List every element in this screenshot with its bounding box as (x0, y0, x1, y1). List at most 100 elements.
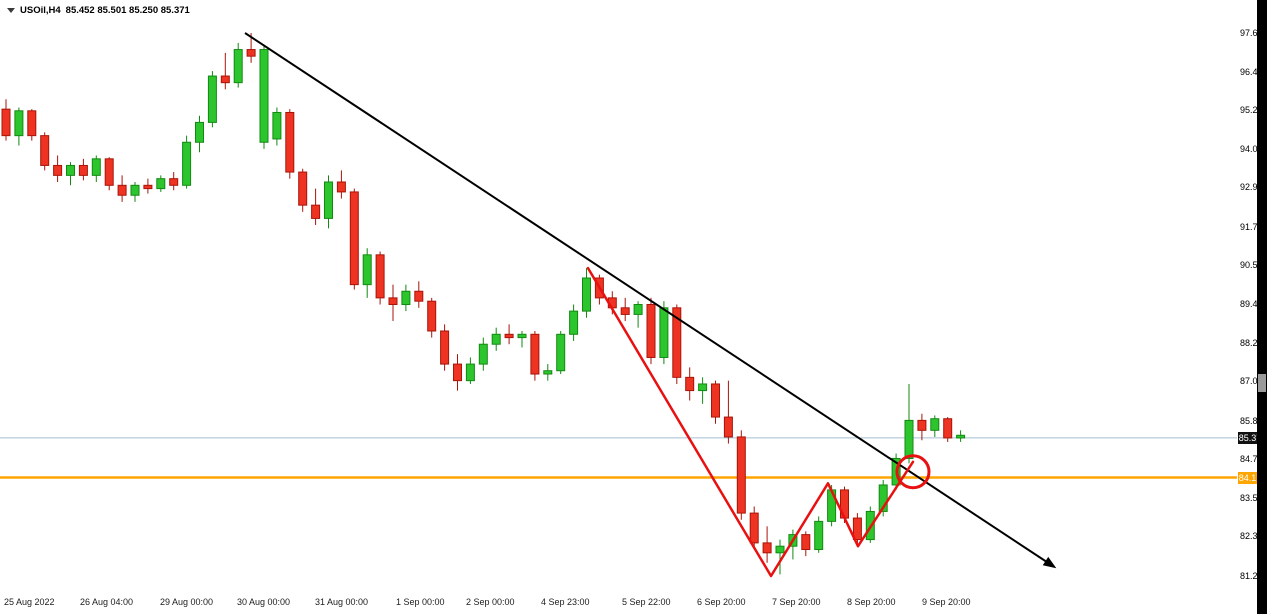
time-tick-label: 6 Sep 20:00 (697, 597, 746, 607)
candle-body (414, 290, 424, 302)
candle-body (659, 307, 669, 358)
candle-body (491, 333, 501, 345)
price-tick-label: 82.380 (1240, 531, 1267, 542)
candle-body (40, 135, 50, 166)
time-tick-label: 31 Aug 00:00 (315, 597, 369, 607)
candle-body (517, 333, 527, 339)
candle-body (943, 418, 953, 439)
time-tick-label: 25 Aug 2022 (4, 597, 55, 607)
candle-body (285, 111, 295, 173)
price-tick-label: 85.880 (1240, 415, 1267, 426)
candle-body (749, 512, 759, 544)
candle-body (324, 181, 333, 219)
candle-body (852, 517, 862, 541)
time-tick-label: 5 Sep 22:00 (622, 597, 671, 607)
price-tick-label: 88.220 (1240, 338, 1267, 349)
trendline (244, 32, 1049, 564)
candle-body (736, 436, 746, 514)
candle-body (440, 330, 450, 365)
candle-body (814, 520, 824, 551)
candle-body (453, 363, 462, 382)
price-tick-label: 83.540 (1240, 493, 1267, 504)
candle-body (582, 277, 591, 312)
candle-body (530, 333, 540, 375)
ohlc-values-label: 85.452 85.501 85.250 85.371 (65, 5, 190, 16)
price-tick-label: 87.060 (1240, 376, 1267, 387)
time-tick-label: 8 Sep 20:00 (847, 597, 896, 607)
time-tick-label: 30 Aug 00:00 (237, 597, 291, 607)
candle-body (375, 254, 385, 299)
price-tick-label: 95.260 (1240, 104, 1267, 115)
candle-body (130, 184, 140, 196)
candlestick-chart[interactable] (0, 0, 1240, 614)
candle-body (27, 110, 37, 137)
candle-body (14, 110, 24, 137)
candle-body (143, 184, 153, 190)
candle-body (775, 545, 785, 554)
candle-body (182, 141, 192, 186)
candle-body (633, 304, 643, 315)
candle-body (207, 75, 217, 123)
candle-body (336, 181, 346, 193)
zigzag-path (586, 266, 915, 578)
breakout-circle (895, 454, 931, 490)
time-tick-label: 7 Sep 20:00 (772, 597, 821, 607)
scrollbar-thumb[interactable] (1258, 374, 1266, 392)
time-tick-label: 26 Aug 04:00 (80, 597, 134, 607)
candle-body (220, 75, 230, 84)
price-tick-label: 84.720 (1240, 453, 1267, 464)
candle-body (762, 542, 772, 554)
price-tick-label: 97.600 (1240, 27, 1267, 38)
price-tick-label: 89.400 (1240, 299, 1267, 309)
candle-body (904, 419, 914, 459)
candle-body (427, 300, 437, 332)
candle-body (66, 164, 75, 176)
candle-body (311, 204, 321, 219)
symbol-info-bar: USOil,H4 85.452 85.501 85.250 85.371 (7, 5, 190, 16)
candle-body (259, 49, 269, 143)
time-tick-label: 9 Sep 20:00 (922, 597, 971, 607)
candle-body (711, 383, 720, 418)
candle-body (1, 108, 11, 137)
candle-body (104, 158, 114, 186)
price-tick-label: 96.420 (1240, 66, 1267, 77)
candle-body (917, 419, 927, 431)
candle-body (401, 290, 411, 306)
candle-body (543, 370, 553, 375)
time-tick-label: 2 Sep 00:00 (466, 597, 515, 607)
candle-body (504, 333, 514, 339)
symbol-timeframe-label: USOil,H4 (20, 5, 61, 16)
candle-body (91, 158, 101, 176)
candle-body (349, 191, 359, 286)
candle-body (465, 363, 475, 382)
candle-body (672, 307, 682, 378)
candle-body (117, 184, 127, 196)
candle-body (246, 49, 256, 57)
candle-body (78, 164, 88, 176)
candle-body (646, 304, 656, 358)
time-tick-label: 4 Sep 23:00 (541, 597, 590, 607)
candle-body (956, 434, 966, 439)
trendline-arrowhead (1042, 556, 1057, 569)
candle-body (53, 164, 63, 176)
candle-body (930, 418, 940, 431)
candle-body (723, 416, 733, 438)
candle-body (233, 49, 243, 84)
candle-body (698, 383, 708, 392)
time-axis[interactable]: 25 Aug 2022 26 Aug 04:00 29 Aug 00:00 30 Au… (0, 595, 1237, 614)
candle-body (272, 111, 282, 140)
scrollbar-track[interactable] (1257, 0, 1267, 614)
candle-body (169, 178, 179, 186)
candle-body (478, 343, 488, 365)
candle-body (801, 534, 811, 551)
candle-body (362, 254, 372, 286)
time-tick-label: 29 Aug 00:00 (160, 597, 214, 607)
candle-body (685, 376, 695, 392)
candle-body (156, 178, 166, 190)
candle-body (878, 484, 888, 512)
price-tick-label: 90.580 (1240, 259, 1267, 270)
symbol-dropdown-icon[interactable] (7, 8, 15, 13)
candle-body (620, 307, 630, 315)
price-tick-label: 92.920 (1240, 182, 1267, 193)
